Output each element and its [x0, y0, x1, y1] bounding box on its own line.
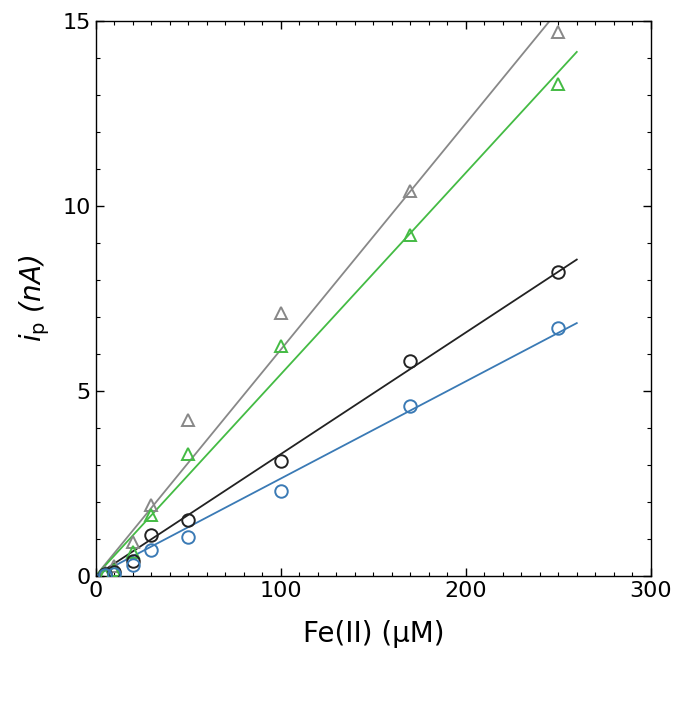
- Y-axis label: $i_\mathrm{p}$ (nA): $i_\mathrm{p}$ (nA): [17, 255, 51, 342]
- X-axis label: Fe(II) (μM): Fe(II) (μM): [303, 620, 444, 648]
